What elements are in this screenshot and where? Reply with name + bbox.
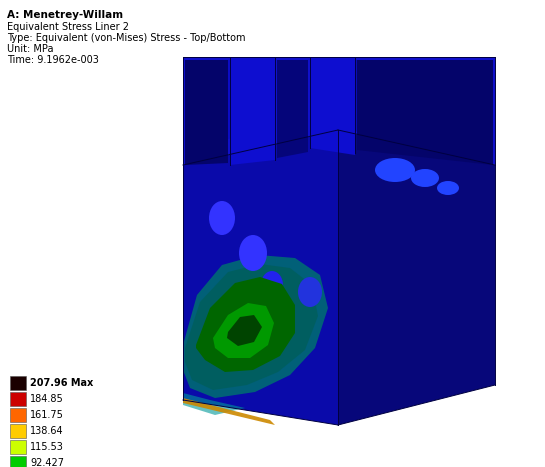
Polygon shape <box>350 60 430 148</box>
Polygon shape <box>230 57 275 165</box>
Ellipse shape <box>437 181 459 195</box>
Polygon shape <box>310 57 355 155</box>
Polygon shape <box>185 264 318 390</box>
Polygon shape <box>183 130 338 425</box>
Bar <box>10 392 26 406</box>
Ellipse shape <box>298 277 322 307</box>
Ellipse shape <box>375 158 415 182</box>
Bar <box>10 440 26 454</box>
Polygon shape <box>183 255 328 398</box>
Polygon shape <box>338 130 495 425</box>
Text: 184.85: 184.85 <box>30 394 64 404</box>
Text: 92.427: 92.427 <box>30 458 64 467</box>
Polygon shape <box>200 60 270 145</box>
Bar <box>10 408 26 422</box>
Polygon shape <box>227 315 262 346</box>
Ellipse shape <box>411 169 439 187</box>
Polygon shape <box>183 57 495 165</box>
Text: 207.96 Max: 207.96 Max <box>30 378 93 388</box>
Text: Equivalent Stress Liner 2: Equivalent Stress Liner 2 <box>7 22 129 32</box>
Polygon shape <box>277 60 308 158</box>
Text: 161.75: 161.75 <box>30 410 64 420</box>
Bar <box>10 456 26 467</box>
Ellipse shape <box>209 201 235 235</box>
Polygon shape <box>183 393 245 415</box>
Text: 138.64: 138.64 <box>30 426 64 436</box>
Ellipse shape <box>261 271 283 299</box>
Text: 115.53: 115.53 <box>30 442 64 452</box>
Polygon shape <box>196 277 295 372</box>
Ellipse shape <box>239 235 267 271</box>
Text: A: Menetrey-Willam: A: Menetrey-Willam <box>7 10 123 20</box>
Text: Type: Equivalent (von-Mises) Stress - Top/Bottom: Type: Equivalent (von-Mises) Stress - To… <box>7 33 245 43</box>
Polygon shape <box>183 398 275 425</box>
Polygon shape <box>213 303 274 358</box>
Text: Time: 9.1962e-003: Time: 9.1962e-003 <box>7 55 99 65</box>
Polygon shape <box>357 60 493 165</box>
Bar <box>10 376 26 390</box>
Polygon shape <box>185 60 228 165</box>
Text: Unit: MPa: Unit: MPa <box>7 44 53 54</box>
Bar <box>10 424 26 438</box>
